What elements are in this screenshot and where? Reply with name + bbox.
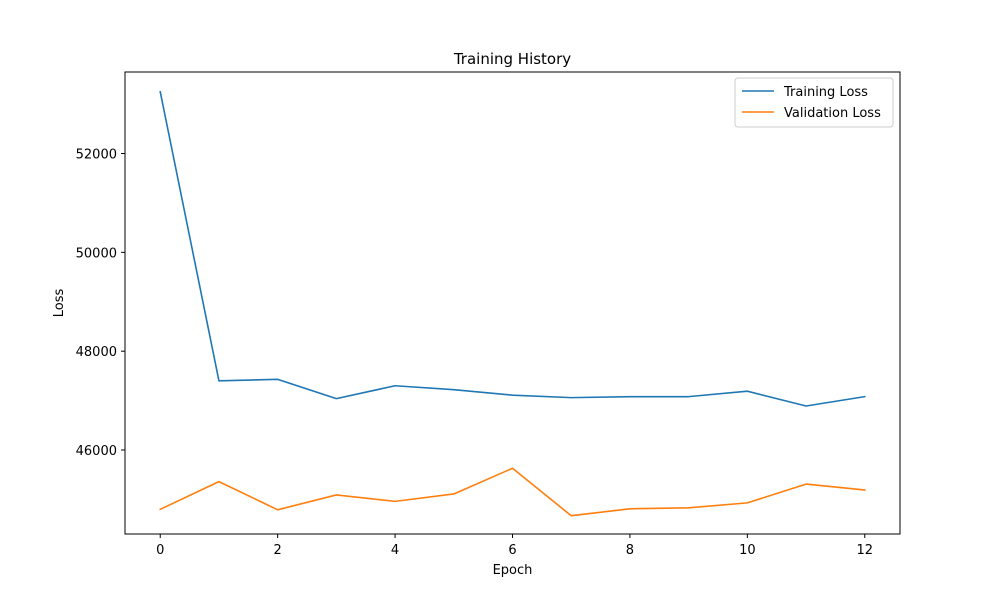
x-tick-label: 2 <box>274 543 282 558</box>
x-tick-label: 6 <box>508 543 516 558</box>
plot-background <box>125 72 900 534</box>
y-tick-label: 48000 <box>76 345 117 360</box>
y-axis: 46000 48000 50000 52000 <box>76 148 125 459</box>
y-tick-label: 50000 <box>76 246 117 261</box>
x-tick-label: 12 <box>856 543 873 558</box>
y-tick-label: 46000 <box>76 444 117 459</box>
legend: Training Loss Validation Loss <box>734 77 894 128</box>
y-tick-label: 52000 <box>76 148 117 163</box>
legend-label-training-loss: Training Loss <box>783 85 868 100</box>
legend-box <box>734 77 894 128</box>
validation-loss-line <box>159 467 866 517</box>
plot-area <box>124 71 901 535</box>
x-axis-label: Epoch <box>493 563 533 578</box>
series-group <box>159 90 866 517</box>
x-tick-label: 0 <box>156 543 164 558</box>
training-loss-line <box>159 90 866 407</box>
x-tick-label: 4 <box>391 543 399 558</box>
x-axis: 0 2 4 6 8 10 12 <box>156 534 873 558</box>
y-axis-label: Loss <box>52 289 67 318</box>
legend-label-validation-loss: Validation Loss <box>784 106 881 121</box>
legend-items: Training Loss Validation Loss <box>742 85 881 121</box>
x-tick-label: 10 <box>739 543 756 558</box>
x-tick-label: 8 <box>626 543 634 558</box>
chart-title: Training History <box>453 50 571 68</box>
